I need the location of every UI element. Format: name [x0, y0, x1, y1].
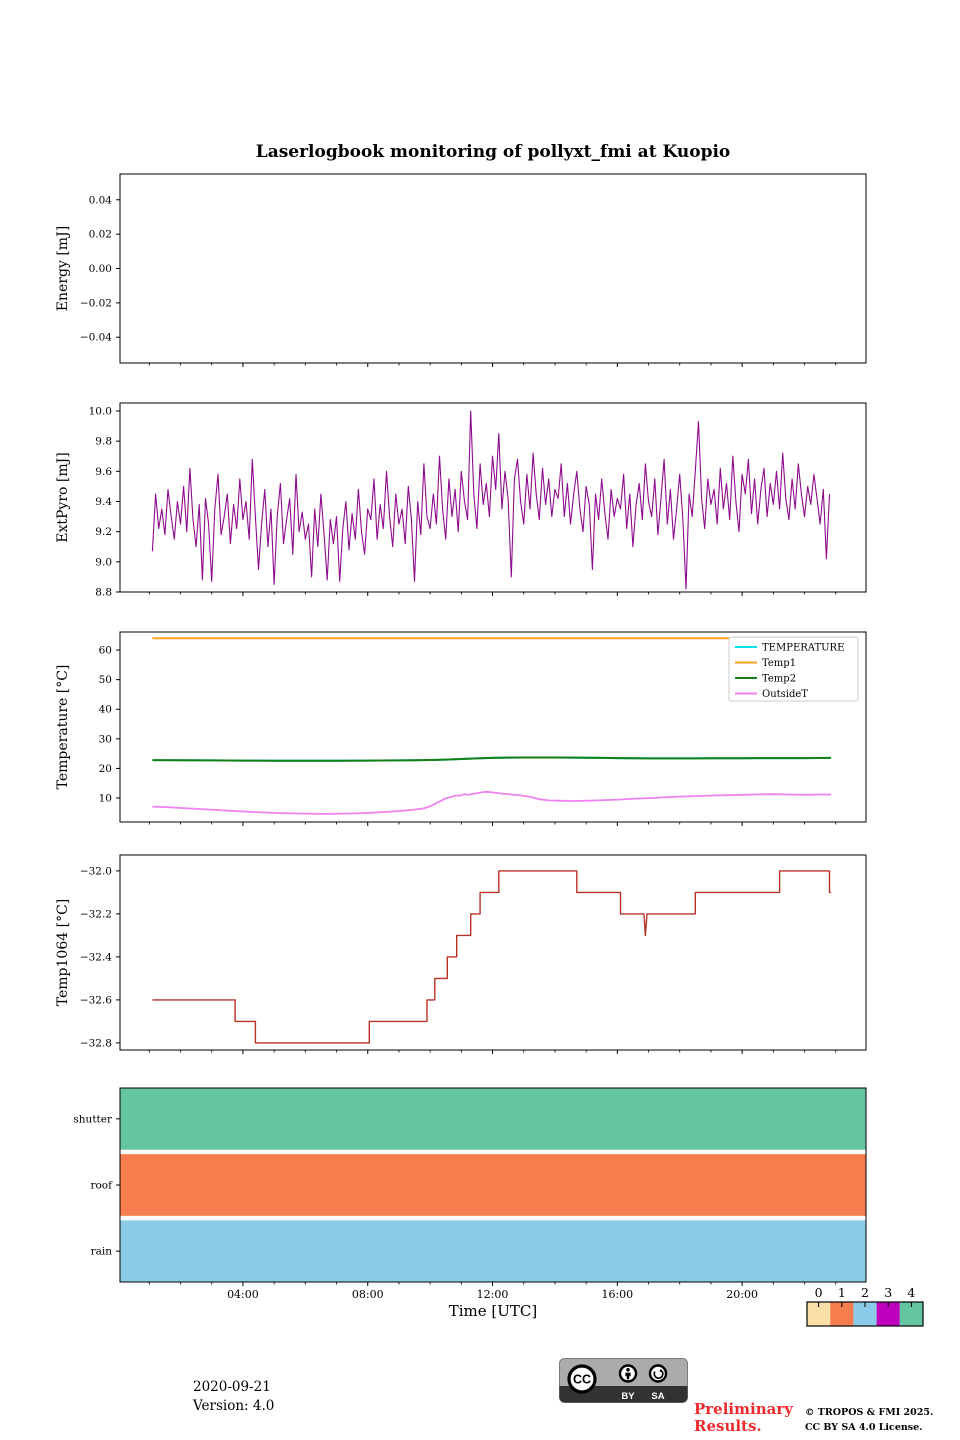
xtick-label: 04:00 — [227, 1288, 259, 1301]
cc-license-badge: CC BY SA — [559, 1358, 688, 1403]
series-ExtPyro — [151, 410, 831, 590]
colorbar-cell-1 — [830, 1302, 854, 1326]
colorbar-label: 3 — [884, 1285, 892, 1300]
legend-label: Temp2 — [762, 674, 796, 685]
badge-strip — [559, 1386, 688, 1403]
ytick-label: 50 — [99, 674, 112, 686]
copyright-line1: © TROPOS & FMI 2025. — [805, 1407, 934, 1418]
y-axis-label: Energy [mJ] — [55, 226, 71, 311]
colorbar-cell-4 — [899, 1302, 923, 1326]
xtick-label: 16:00 — [601, 1288, 633, 1301]
colorbar-cell-3 — [876, 1302, 900, 1326]
ytick-label: 60 — [99, 645, 112, 657]
xtick-label: 20:00 — [726, 1288, 758, 1301]
preliminary-line2: Results. — [694, 1417, 762, 1435]
plots-canvas: 0.04 0.02 0.00 −0.02 −0.04 Energy [mJ] 10.0 9.8… — [55, 173, 924, 1327]
axes-frame — [119, 402, 867, 593]
legend: TEMPERATURE Temp1 Temp2 OutsideT — [728, 636, 859, 702]
date-version-block: 2020-09-21 Version: 4.0 — [193, 1378, 274, 1416]
ytick-label: 20 — [99, 763, 112, 775]
ytick-label: 9.6 — [95, 466, 112, 478]
legend-label: OutsideT — [762, 689, 808, 700]
ytick-label: −0.04 — [80, 332, 112, 344]
panel-status: shutter roof rain 04:00 08:00 12:00 16:00 20:00 — [73, 1087, 867, 1301]
colorbar-label: 2 — [861, 1285, 869, 1300]
x-axis-title: Time [UTC] — [449, 1302, 538, 1320]
xtick-label: 08:00 — [352, 1288, 384, 1301]
series-Temp2 — [152, 756, 832, 762]
ytick-label: roof — [90, 1180, 113, 1192]
ytick-label: 0.02 — [89, 229, 112, 241]
ytick-label: 9.4 — [95, 496, 112, 508]
cc-logo-text: CC — [573, 1373, 591, 1387]
ytick-label: −32.8 — [80, 1037, 112, 1049]
preliminary-results-note: Preliminary Results. — [694, 1401, 793, 1435]
legend-label: Temp1 — [762, 658, 796, 669]
colorbar-label: 4 — [907, 1285, 915, 1300]
cc-logo-icon — [567, 1364, 597, 1394]
axes-frame — [119, 173, 867, 364]
status-band-shutter — [120, 1088, 866, 1150]
ytick-label: −32.2 — [80, 908, 112, 920]
ytick-label: −32.6 — [80, 994, 112, 1006]
copyright-note: © TROPOS & FMI 2025. CC BY SA 4.0 Licens… — [805, 1406, 933, 1435]
y-axis-label: Temperature [°C] — [55, 665, 71, 790]
status-band-roof — [120, 1154, 866, 1216]
ytick-label: 40 — [99, 704, 112, 716]
colorbar-cell-2 — [853, 1302, 877, 1326]
version-text: Version: 4.0 — [193, 1398, 275, 1414]
colorbar-cell-0 — [807, 1302, 831, 1326]
date-text: 2020-09-21 — [193, 1379, 271, 1395]
ytick-label: rain — [91, 1246, 113, 1258]
badge-by-label: BY — [621, 1391, 635, 1402]
series-OutsideT — [152, 790, 832, 815]
copyright-line2: CC BY SA 4.0 License. — [805, 1421, 923, 1433]
ytick-label: 9.8 — [95, 436, 112, 448]
status-band-rain — [120, 1220, 866, 1282]
xtick-label: 12:00 — [477, 1288, 509, 1301]
ytick-label: −32.0 — [80, 865, 112, 877]
axes-frame — [119, 854, 867, 1051]
badge-sa-label: SA — [651, 1391, 664, 1402]
preliminary-line1: Preliminary — [694, 1400, 793, 1418]
ytick-label: −32.4 — [80, 951, 112, 963]
ytick-label: shutter — [73, 1113, 113, 1125]
ytick-label: 30 — [99, 733, 112, 745]
y-axis-label: ExtPyro [mJ] — [55, 452, 71, 542]
y-axis-label: Temp1064 [°C] — [55, 899, 71, 1007]
colorbar-border — [806, 1301, 924, 1327]
colorbar-label: 0 — [815, 1285, 823, 1300]
panel-extpyro: 10.0 9.8 9.6 9.4 9.2 9.0 8.8 ExtPyro [mJ] — [55, 402, 867, 599]
panel-temp1064: −32.0 −32.2 −32.4 −32.6 −32.8 Temp1064 [°C] — [55, 854, 867, 1054]
ytick-label: 10.0 — [89, 405, 112, 417]
ytick-label: 9.0 — [95, 556, 112, 568]
panel-energy: 0.04 0.02 0.00 −0.02 −0.04 Energy [mJ] — [55, 173, 867, 367]
ytick-label: 8.8 — [95, 587, 112, 599]
chart-title: Laserlogbook monitoring of pollyxt_fmi a… — [255, 142, 731, 162]
legend-label: TEMPERATURE — [762, 643, 844, 654]
ytick-label: 0.00 — [89, 263, 112, 275]
ytick-label: 9.2 — [95, 526, 112, 538]
series-Temp1064 — [152, 870, 832, 1044]
legend-box — [728, 636, 859, 702]
ytick-label: −0.02 — [80, 297, 112, 309]
colorbar-label: 1 — [838, 1285, 846, 1300]
ytick-label: 10 — [99, 793, 112, 805]
ytick-label: 0.04 — [89, 194, 113, 206]
